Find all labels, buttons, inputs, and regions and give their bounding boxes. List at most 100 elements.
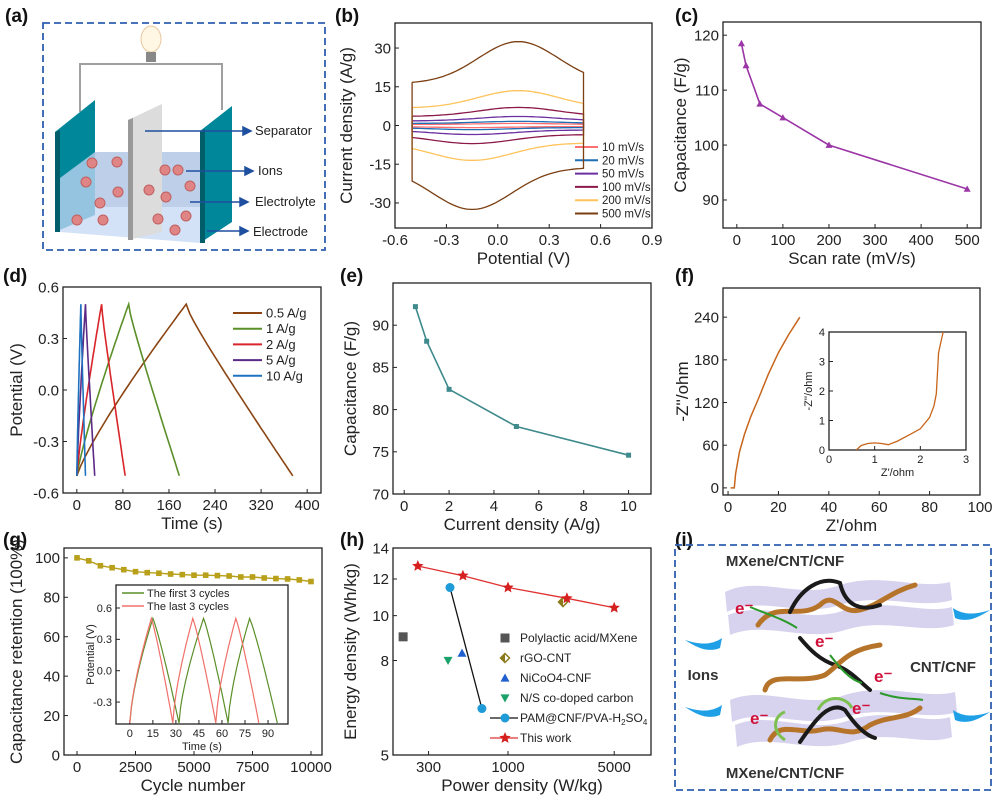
- y-tick-label: 0.0: [38, 382, 59, 399]
- bulb-base: [146, 52, 156, 62]
- x-tick-label: 2: [917, 454, 923, 466]
- y-axis-label: Potential (V): [7, 343, 26, 437]
- x-axis-label: Power density (W/kg): [441, 776, 603, 795]
- y-axis-label: -Z''/ohm: [673, 361, 692, 421]
- y-tick-label: 110: [695, 82, 719, 99]
- y-tick-label: 0.3: [38, 331, 59, 348]
- x-tick-label: 90: [262, 728, 274, 740]
- data-point: [214, 572, 221, 579]
- x-tick-label: 45: [193, 728, 205, 740]
- gcd-cycle-curve: [129, 616, 260, 724]
- electron-paths: [749, 606, 924, 742]
- x-tick-label: 60: [871, 499, 888, 516]
- plot-frame: [722, 21, 982, 229]
- data-point: [191, 572, 197, 579]
- panel-label-i: (i): [675, 530, 693, 551]
- plot-frame: [392, 282, 652, 495]
- legend-label: N/S co-doped carbon: [520, 691, 633, 705]
- legend-label: 500 mV/s: [602, 209, 651, 221]
- y-tick-label: 240: [694, 309, 719, 326]
- plot-frame: [115, 584, 289, 725]
- legend-label: 0.5 A/g: [266, 306, 306, 321]
- legend-label: The last 3 cycles: [147, 601, 229, 613]
- data-point: [85, 558, 92, 564]
- y-tick-label: 3: [819, 356, 825, 368]
- x-tick-label: 400: [909, 232, 934, 249]
- ion-ball: [71, 214, 83, 226]
- ion-ball: [169, 224, 181, 236]
- panel-label-a: (a): [5, 6, 28, 27]
- y-tick-label: 100: [35, 550, 60, 567]
- x-axis-label: Current density (A/g): [444, 515, 601, 534]
- x-tick-label: 10: [620, 498, 637, 515]
- electron-label: e⁻: [874, 667, 892, 686]
- y-tick-label: 0: [383, 118, 391, 135]
- series-line: [740, 43, 968, 190]
- y-tick-label: 0: [52, 747, 60, 764]
- subscript: 2: [621, 718, 626, 727]
- x-tick-label: 5000: [177, 759, 210, 776]
- gcd-curve: [76, 304, 126, 476]
- cv-curve: [411, 89, 585, 161]
- data-point: [446, 386, 452, 392]
- x-tick-label: 10000: [290, 759, 332, 776]
- x-tick-label: 0: [733, 232, 741, 249]
- y-tick-label: 4: [819, 327, 825, 339]
- legend-label: 20 mV/s: [602, 155, 644, 167]
- wire: [79, 63, 223, 112]
- label-middle-layer: CNT/CNF: [910, 659, 976, 676]
- y-tick-label: 0.3: [97, 634, 112, 646]
- x-tick-label: 40: [820, 499, 837, 516]
- capacitance-vs-scan-rate-chart: 0 100 200 300 400 500 90 100 110 120 Scan rate (mV…: [671, 21, 982, 268]
- x-tick-label: 0: [400, 498, 408, 515]
- y-tick-label: 80: [43, 590, 60, 607]
- y-tick-label: 80: [372, 402, 389, 419]
- x-tick-label: 4: [490, 498, 498, 515]
- y-tick-label: -0.3: [33, 434, 59, 451]
- x-tick-label: 5000: [598, 759, 631, 776]
- x-tick-label: 0: [127, 728, 133, 740]
- y-tick-label: 40: [43, 668, 60, 685]
- data-point: [97, 562, 104, 569]
- label-separator: Separator: [255, 123, 313, 138]
- legend-label: NiCoO4-CNF: [520, 671, 591, 685]
- label-ions: Ions: [688, 667, 719, 684]
- data-point: [477, 704, 487, 714]
- x-tick-label: 0.0: [487, 232, 508, 249]
- y-axis-label: Capacitance (F/g): [341, 321, 360, 456]
- x-axis-label: Time (s): [182, 741, 222, 753]
- x-axis-label: Cycle number: [141, 776, 246, 795]
- gcd-curve: [76, 302, 294, 477]
- ion-ball: [160, 191, 172, 203]
- ion-ball: [172, 164, 184, 176]
- x-tick-label: 7500: [236, 759, 269, 776]
- label-bottom-layer: MXene/CNT/CNF: [726, 765, 844, 782]
- legend-label: The first 3 cycles: [147, 588, 230, 600]
- y-tick-label: 60: [43, 629, 60, 646]
- x-tick-label: 2500: [119, 759, 152, 776]
- y-tick-label: 100: [694, 137, 719, 154]
- x-tick-label: -0.6: [382, 232, 408, 249]
- x-tick-label: 300: [416, 759, 441, 776]
- y-tick-label: 90: [372, 317, 389, 334]
- y-tick-label: -0.3: [93, 697, 112, 709]
- data-point: [284, 576, 291, 582]
- legend-label: 10 mV/s: [602, 142, 644, 154]
- y-tick-label: 8: [381, 653, 389, 670]
- y-tick-label: 0.6: [38, 279, 59, 296]
- y-tick-label: 0.0: [97, 666, 112, 678]
- gcd-curve: [76, 301, 181, 477]
- y-tick-label: 75: [372, 444, 389, 461]
- y-axis-label: Potential (V): [85, 624, 97, 685]
- cv-curve: [411, 120, 585, 131]
- y-tick-label: 12: [372, 571, 389, 588]
- legend-label-text: SO: [626, 711, 643, 725]
- y-tick-label: 0.6: [97, 603, 112, 615]
- y-axis-label: -Z''/ohm: [803, 371, 815, 410]
- legend-label: Polylactic acid/MXene: [520, 631, 638, 645]
- data-point: [156, 570, 162, 577]
- data-point: [825, 141, 833, 148]
- legend-marker: [500, 633, 510, 643]
- y-axis-label: Capacitance (F/g): [671, 57, 690, 192]
- x-tick-label: 300: [863, 232, 888, 249]
